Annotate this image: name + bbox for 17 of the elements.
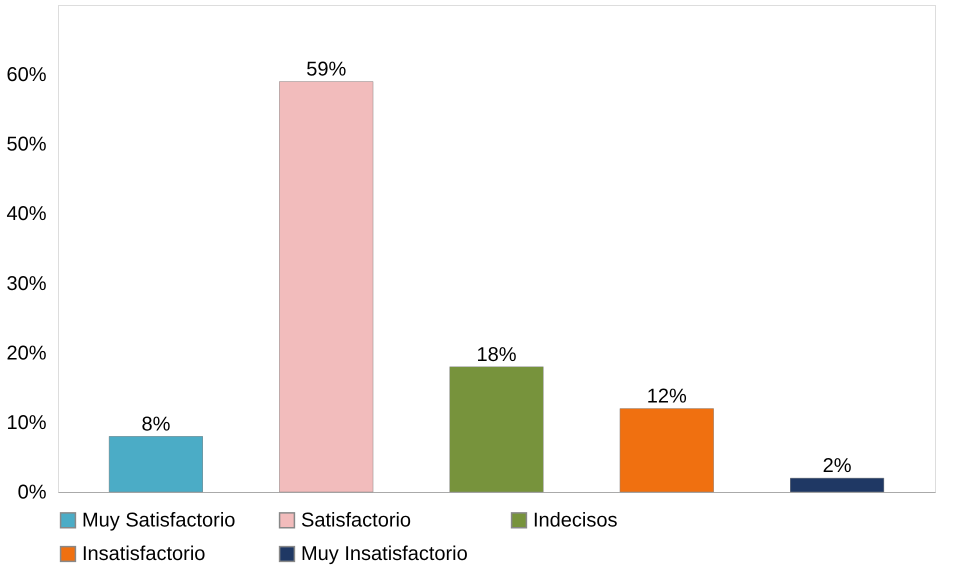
y-tick-label: 60% (6, 64, 47, 86)
legend-label: Satisfactorio (301, 509, 412, 532)
legend-label: Insatisfactorio (82, 543, 206, 565)
legend-label: Indecisos (533, 509, 618, 532)
legend-label: Muy Satisfactorio (82, 509, 236, 532)
y-tick-label: 0% (18, 482, 47, 504)
y-tick-label: 20% (6, 342, 47, 364)
legend-label: Muy Insatisfactorio (301, 543, 468, 565)
y-tick-label: 30% (6, 272, 47, 295)
y-tick-label: 10% (6, 412, 47, 434)
text: 59% (306, 58, 346, 81)
text: 18% (476, 344, 517, 366)
text: 12% (646, 386, 687, 408)
text: 8% (141, 413, 170, 436)
text: 2% (822, 455, 852, 478)
y-tick-label: 50% (6, 134, 47, 156)
y-tick-label: 40% (6, 203, 47, 226)
